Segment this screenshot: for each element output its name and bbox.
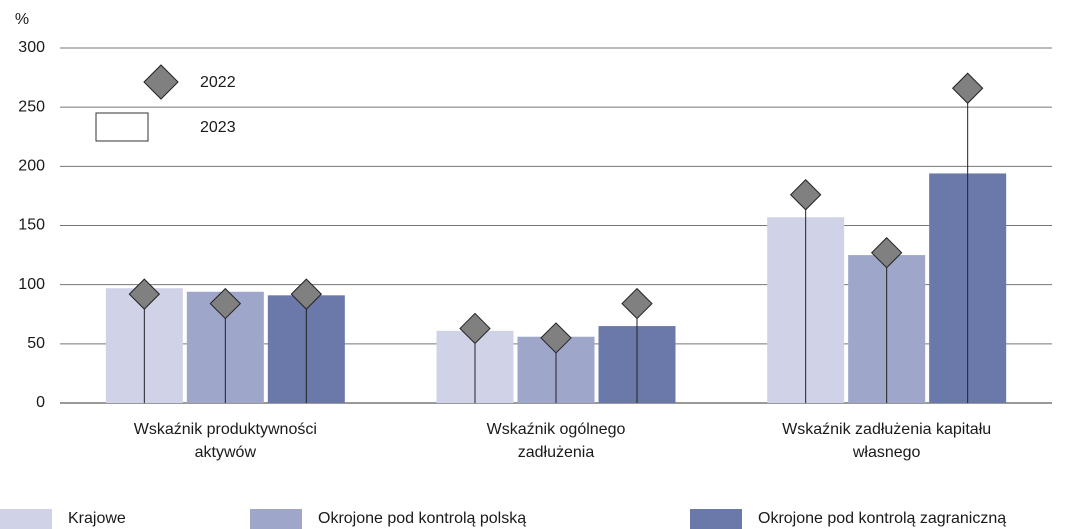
y-tick-label: 250 — [18, 98, 45, 115]
y-unit: % — [15, 11, 29, 28]
x-tick-label: Wskaźnik produktywności aktywów — [133, 421, 317, 461]
legend-label: Okrojone pod kontrolą zagraniczną — [758, 510, 1006, 527]
y-tick-label: 300 — [18, 39, 45, 56]
marker-2022 — [290, 278, 323, 310]
x-tick-label: Wskaźnik zadłużenia kapitału własnego — [782, 421, 992, 461]
legend-label: 2022 — [200, 74, 236, 91]
marker-2022 — [789, 179, 822, 211]
legend-label: Krajowe — [68, 510, 126, 527]
x-tick-label: Wskaźnik ogólnego zadłużenia — [486, 421, 626, 461]
marker-2022 — [951, 72, 984, 104]
marker-2022 — [621, 287, 653, 320]
y-tick-label: 150 — [18, 217, 45, 234]
marker-2022 — [540, 322, 572, 354]
y-tick-label: 200 — [18, 158, 45, 175]
legend-swatch — [250, 509, 302, 529]
legend-swatch — [690, 509, 742, 529]
y-tick-label: 50 — [27, 335, 45, 352]
legend-swatch — [0, 509, 52, 529]
marker-2022 — [870, 237, 903, 269]
marker-2022 — [209, 287, 242, 320]
legend-marker — [143, 64, 179, 100]
marker-2022 — [459, 312, 491, 345]
y-tick-label: 100 — [18, 276, 45, 293]
legend-label: 2023 — [200, 119, 236, 136]
legend-label: Okrojone pod kontrolą polską — [318, 510, 526, 527]
marker-2022 — [128, 278, 161, 310]
y-tick-label: 0 — [36, 394, 45, 411]
legend-box — [95, 112, 149, 142]
